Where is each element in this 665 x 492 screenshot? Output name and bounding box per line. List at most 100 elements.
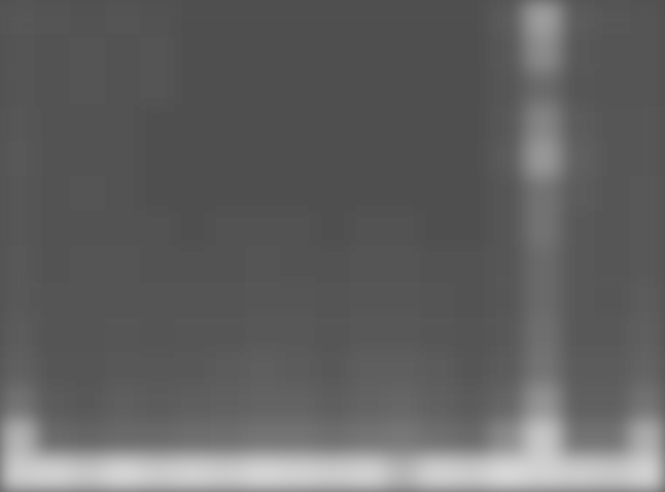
heat-cell <box>280 457 316 492</box>
heat-cell <box>490 246 526 282</box>
heat-cell <box>490 35 526 71</box>
heat-cell <box>350 211 386 247</box>
heat-cell <box>70 176 106 212</box>
heat-cell <box>245 457 281 492</box>
heat-cell <box>70 351 106 387</box>
heat-cell <box>105 246 141 282</box>
heat-cell <box>315 141 351 177</box>
heat-cell <box>385 211 421 247</box>
heat-cell <box>175 176 211 212</box>
heat-cell <box>245 246 281 282</box>
heat-cell <box>630 246 665 282</box>
heat-cell <box>140 351 176 387</box>
heat-cell <box>210 351 246 387</box>
heat-cell <box>0 70 36 106</box>
heat-cell <box>420 281 456 317</box>
heat-cell <box>420 0 456 36</box>
heat-cell <box>0 246 36 282</box>
heat-cell <box>0 281 36 317</box>
heat-cell <box>35 422 71 458</box>
heat-cell <box>70 0 106 36</box>
heat-cell <box>0 457 36 492</box>
heat-cell <box>560 211 596 247</box>
heat-cell <box>490 176 526 212</box>
heat-cell <box>140 422 176 458</box>
heat-cell <box>385 70 421 106</box>
heat-cell <box>140 246 176 282</box>
heat-cell <box>210 316 246 352</box>
heat-cell <box>35 211 71 247</box>
heat-cell <box>245 70 281 106</box>
heat-cell <box>210 0 246 36</box>
heat-cell <box>140 457 176 492</box>
heat-cell <box>595 105 631 141</box>
heat-cell <box>630 387 665 423</box>
heat-cell <box>175 316 211 352</box>
heat-cell <box>70 35 106 71</box>
heat-cell <box>455 281 491 317</box>
heat-cell <box>315 105 351 141</box>
heat-cell <box>525 141 561 177</box>
heat-cell <box>35 246 71 282</box>
heat-cell <box>280 0 316 36</box>
heat-cell <box>280 387 316 423</box>
heat-cell <box>105 35 141 71</box>
heat-cell <box>560 105 596 141</box>
heat-cell <box>210 105 246 141</box>
heat-cell <box>105 422 141 458</box>
heat-cell <box>280 422 316 458</box>
heat-cell <box>245 351 281 387</box>
heat-cell <box>490 422 526 458</box>
chart <box>0 0 665 492</box>
heat-cell <box>630 351 665 387</box>
heat-cell <box>0 316 36 352</box>
heat-cell <box>630 211 665 247</box>
heat-cell <box>140 387 176 423</box>
heat-cell <box>175 246 211 282</box>
heat-cell <box>350 141 386 177</box>
heat-cell <box>315 0 351 36</box>
heat-cell <box>420 211 456 247</box>
heat-cell <box>350 281 386 317</box>
heat-cell <box>105 281 141 317</box>
heat-cell <box>490 351 526 387</box>
heat-cell <box>560 281 596 317</box>
heat-cell <box>525 351 561 387</box>
heat-cell <box>420 141 456 177</box>
heat-cell <box>0 0 36 36</box>
heat-cell <box>280 70 316 106</box>
heat-cell <box>595 211 631 247</box>
heat-cell <box>35 70 71 106</box>
heat-cell <box>315 70 351 106</box>
heat-cell <box>280 141 316 177</box>
heat-cell <box>630 316 665 352</box>
heat-cell <box>0 105 36 141</box>
heat-cell <box>245 211 281 247</box>
heat-cell <box>455 141 491 177</box>
heat-cell <box>420 70 456 106</box>
heat-cell <box>35 35 71 71</box>
heat-cell <box>35 457 71 492</box>
heat-cell <box>105 105 141 141</box>
heat-cell <box>525 387 561 423</box>
heat-cell <box>560 316 596 352</box>
heat-cell <box>455 35 491 71</box>
heat-cell <box>105 387 141 423</box>
heat-cell <box>350 35 386 71</box>
heat-cell <box>455 105 491 141</box>
heat-cell <box>525 211 561 247</box>
heat-cell <box>630 141 665 177</box>
heat-cell <box>0 141 36 177</box>
heat-cell <box>385 387 421 423</box>
heat-cell <box>490 211 526 247</box>
heat-cell <box>315 316 351 352</box>
heat-cell <box>385 246 421 282</box>
heat-cell <box>385 176 421 212</box>
heat-cell <box>455 387 491 423</box>
heat-cell <box>175 351 211 387</box>
heat-cell <box>105 70 141 106</box>
heat-cell <box>315 457 351 492</box>
heat-cell <box>35 176 71 212</box>
heat-cell <box>490 316 526 352</box>
heat-cell <box>595 176 631 212</box>
